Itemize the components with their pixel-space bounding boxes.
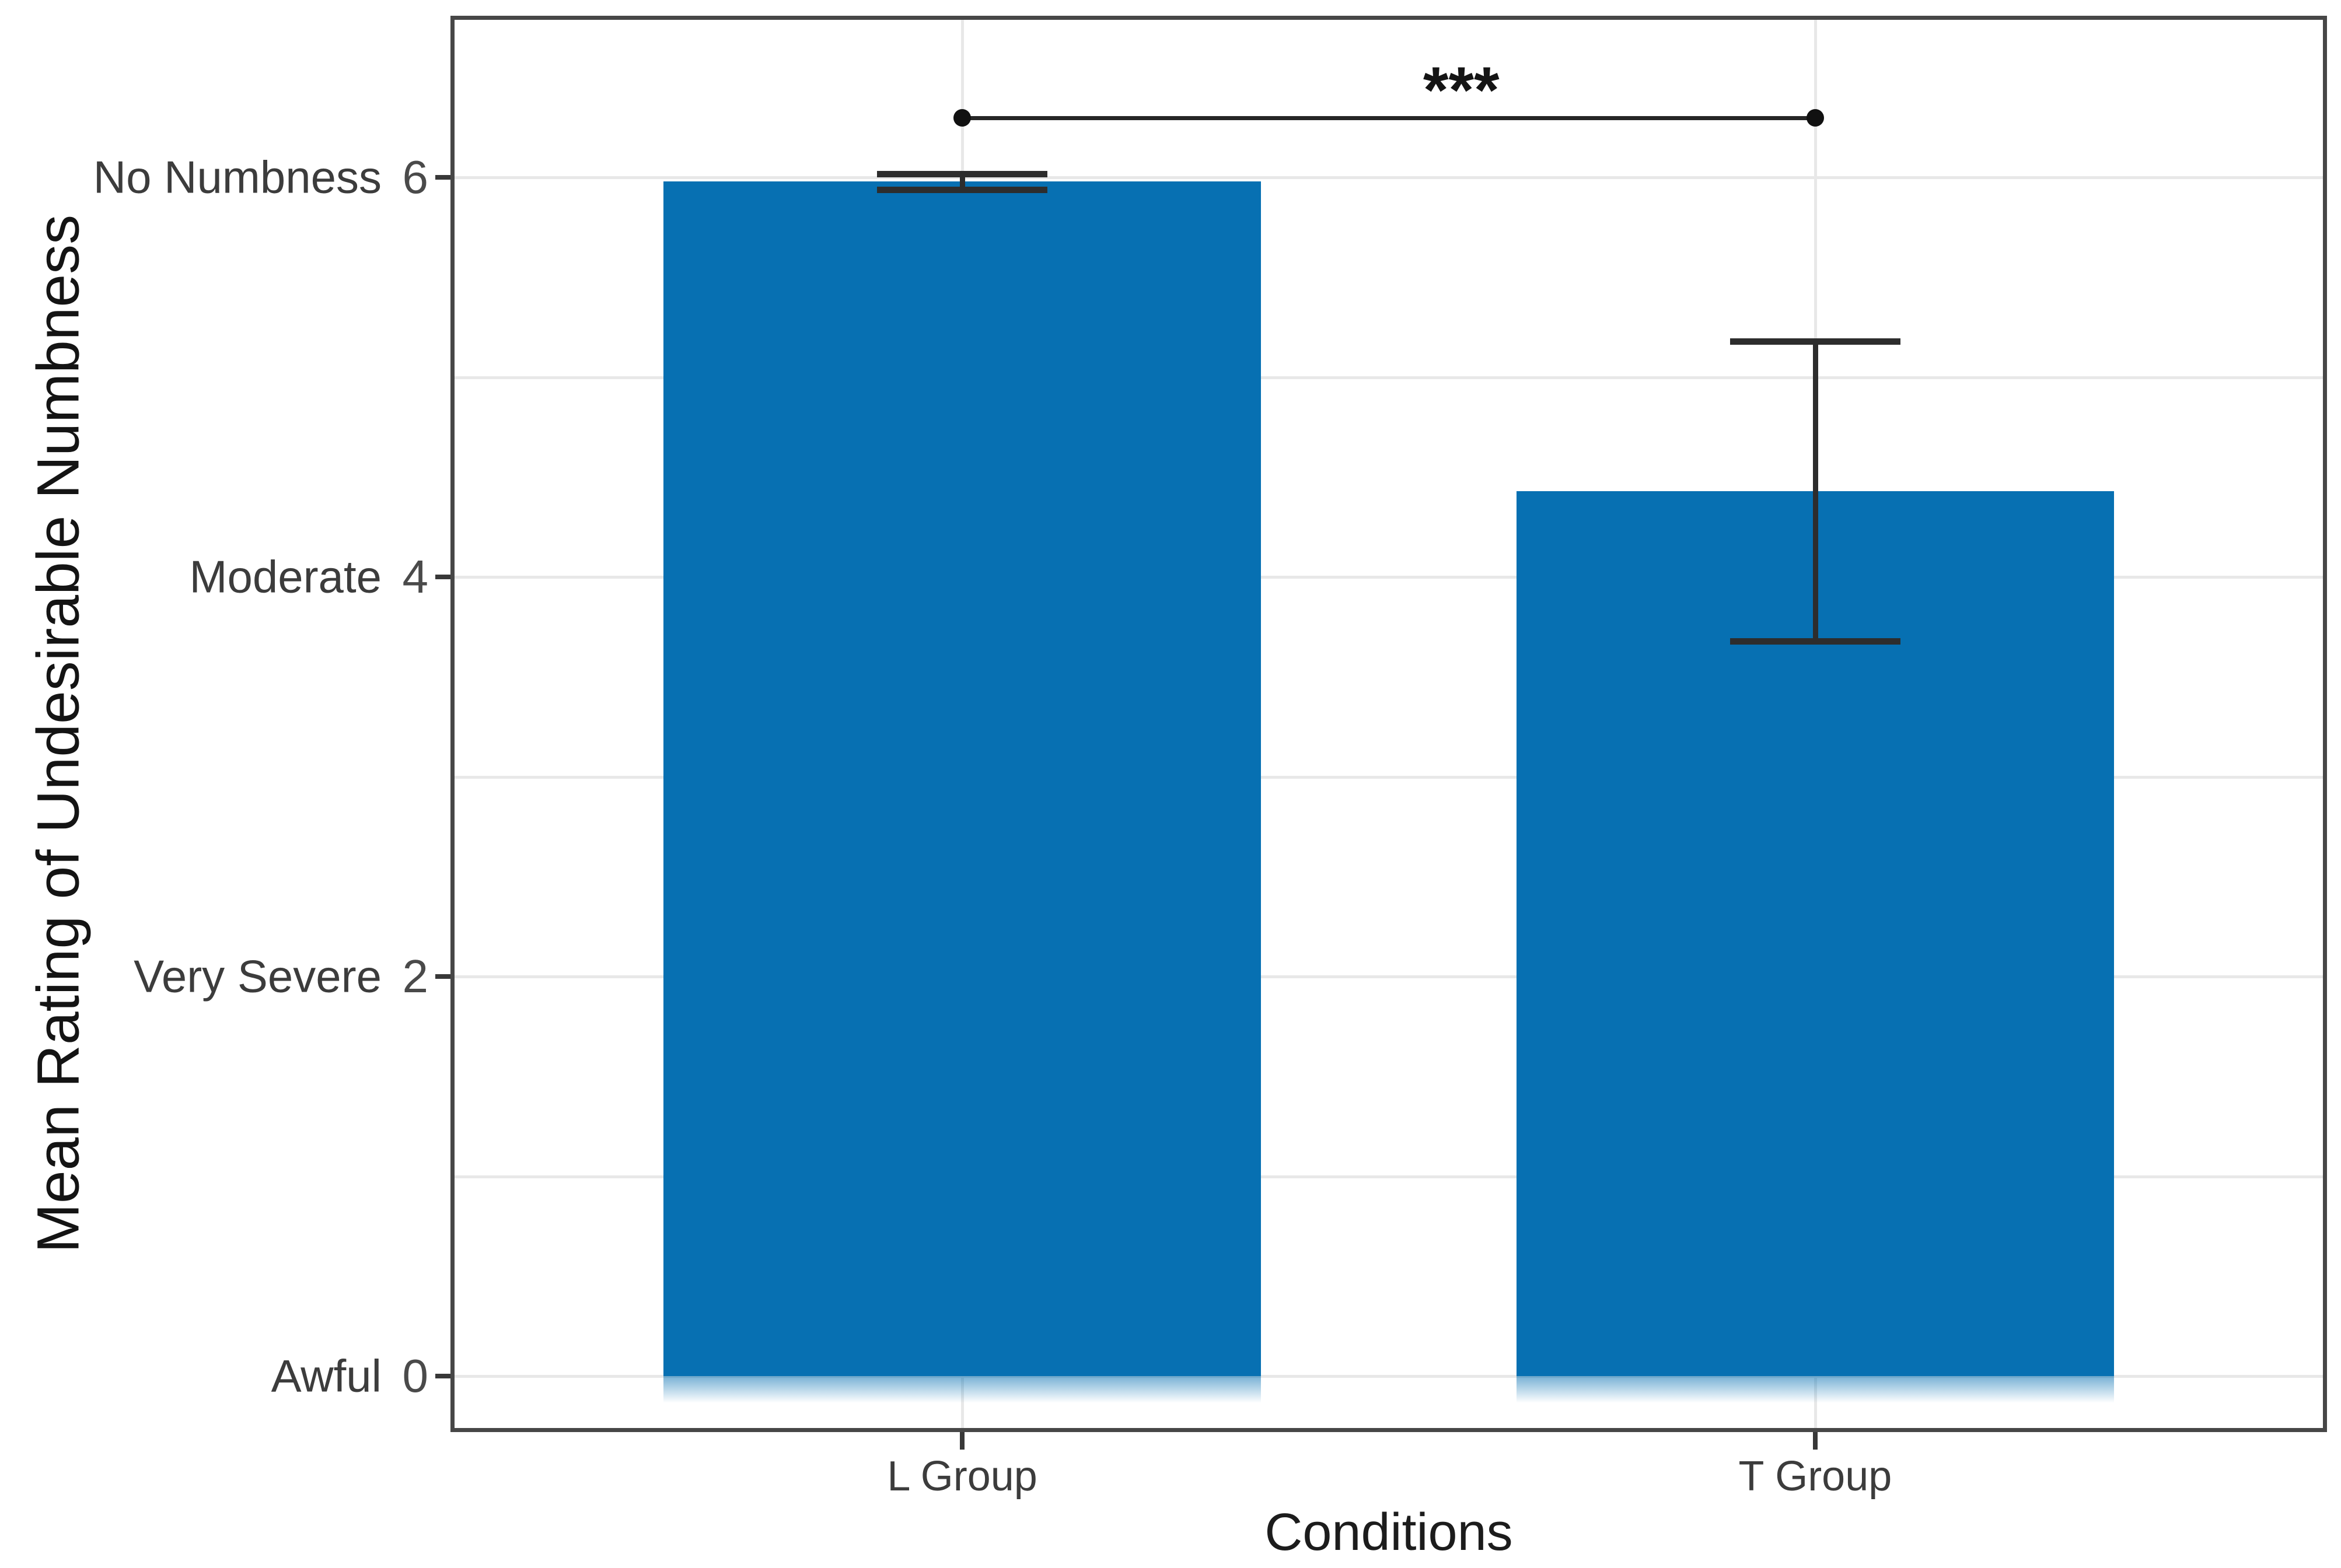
y-gridline xyxy=(455,376,2323,379)
y-tick-label: Very Severe xyxy=(134,950,382,1002)
x-tick-mark xyxy=(960,1432,965,1450)
significance-dot xyxy=(953,108,972,127)
significance-label: *** xyxy=(1423,53,1500,127)
significance-line xyxy=(962,116,1815,120)
y-gridline xyxy=(455,775,2323,779)
y-tick-number: 0 xyxy=(402,1350,429,1402)
x-axis-title: Conditions xyxy=(1264,1503,1513,1562)
y-tick-number: 4 xyxy=(402,551,429,603)
y-gridline xyxy=(455,975,2323,979)
y-tick-mark xyxy=(435,1374,450,1379)
y-axis-title: Mean Rating of Undesirable Numbness xyxy=(25,214,92,1254)
y-tick-label: No Numbness xyxy=(93,151,382,203)
significance-dot xyxy=(1806,108,1824,127)
plot-panel xyxy=(450,16,2327,1432)
error-bar-cap-lower xyxy=(1729,638,1901,645)
y-tick-number: 6 xyxy=(402,151,429,204)
bar-fade xyxy=(663,1376,1261,1404)
y-tick-label: Awful xyxy=(271,1350,382,1402)
bar-l-group xyxy=(663,181,1261,1404)
error-bar-cap-lower xyxy=(876,186,1048,193)
error-bar-whisker xyxy=(1812,341,1818,641)
x-tick-label: L Group xyxy=(887,1453,1037,1500)
y-gridline xyxy=(455,576,2323,579)
x-tick-mark xyxy=(1812,1432,1818,1450)
error-bar-cap-upper xyxy=(1729,338,1901,345)
y-gridline xyxy=(455,176,2323,180)
bar-fade xyxy=(1517,1376,2114,1404)
error-bar-cap-upper xyxy=(876,170,1048,177)
y-tick-mark xyxy=(435,575,450,580)
y-gridline xyxy=(455,1375,2323,1378)
y-tick-mark xyxy=(435,175,450,180)
y-gridline xyxy=(455,1175,2323,1178)
y-tick-label: Moderate xyxy=(189,551,382,603)
y-tick-number: 2 xyxy=(402,950,429,1003)
y-tick-mark xyxy=(435,974,450,979)
error-bar-whisker xyxy=(960,173,966,190)
x-tick-label: T Group xyxy=(1738,1453,1892,1500)
